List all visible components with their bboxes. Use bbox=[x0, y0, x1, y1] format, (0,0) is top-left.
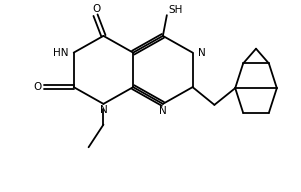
Text: N: N bbox=[198, 48, 205, 58]
Text: O: O bbox=[92, 4, 101, 14]
Text: O: O bbox=[33, 82, 41, 92]
Text: HN: HN bbox=[53, 48, 69, 58]
Text: N: N bbox=[159, 106, 167, 116]
Text: SH: SH bbox=[169, 5, 183, 15]
Text: N: N bbox=[100, 105, 107, 115]
